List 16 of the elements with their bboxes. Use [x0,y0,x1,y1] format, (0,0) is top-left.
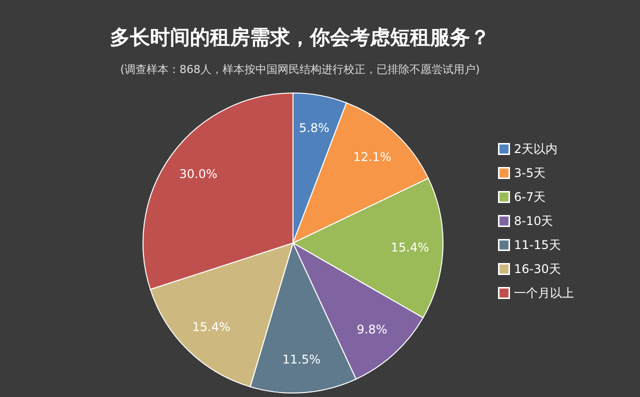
data-label: 11.5% [282,352,321,367]
chart-subtitle: (调查样本：868人，样本按中国网民结构进行校正，已排除不愿尝试用户) [120,63,480,76]
legend-label: 8-10天 [514,214,554,228]
chart-title: 多长时间的租房需求，你会考虑短租服务？ [110,25,490,49]
data-label: 12.1% [353,150,392,164]
legend-label: 16-30天 [514,262,561,276]
data-label: 5.8% [298,120,330,135]
legend-label: 11-15天 [514,238,561,252]
legend-label: 一个月以上 [514,286,574,300]
legend-label: 3-5天 [514,166,546,180]
data-label: 9.8% [356,322,388,336]
legend-label: 6-7天 [514,190,546,204]
data-label: 15.4% [390,240,429,254]
legend-label: 2天以内 [514,142,558,156]
data-label: 30.0% [179,167,218,182]
data-label: 15.4% [192,320,230,334]
